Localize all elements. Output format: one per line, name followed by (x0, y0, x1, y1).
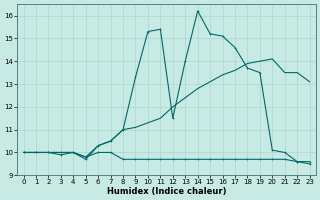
X-axis label: Humidex (Indice chaleur): Humidex (Indice chaleur) (107, 187, 226, 196)
